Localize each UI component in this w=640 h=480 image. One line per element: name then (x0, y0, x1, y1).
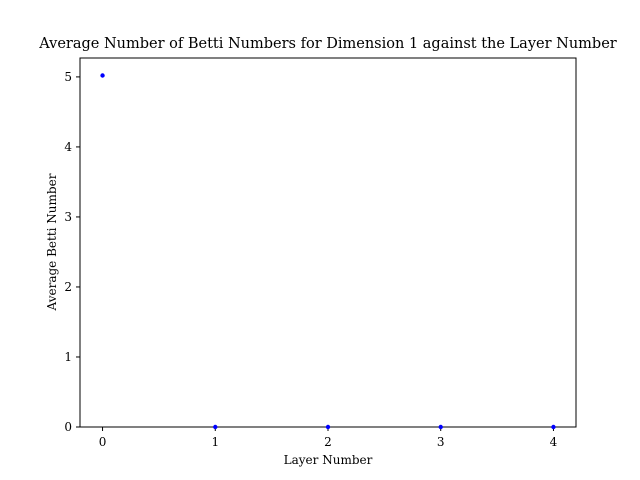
chart-title: Average Number of Betti Numbers for Dime… (38, 36, 617, 52)
y-axis: 0 1 2 3 4 5 (64, 70, 80, 434)
x-tick-label: 2 (324, 435, 332, 449)
plot-area (79, 57, 577, 428)
y-tick-label: 4 (64, 140, 72, 154)
data-point (551, 424, 556, 430)
x-tick-label: 3 (437, 435, 445, 449)
x-tick-label: 0 (99, 435, 107, 449)
data-points (100, 73, 556, 430)
y-tick-label: 1 (64, 350, 72, 364)
y-tick-label: 2 (64, 280, 72, 294)
data-point (100, 73, 105, 78)
data-point (213, 424, 218, 430)
data-point (438, 424, 443, 430)
x-axis-label: Layer Number (284, 453, 373, 467)
y-tick-label: 0 (64, 420, 72, 434)
x-tick-label: 1 (211, 435, 219, 449)
x-axis: 0 1 2 3 4 (99, 427, 558, 449)
y-tick-label: 5 (64, 70, 72, 84)
y-tick-label: 3 (64, 210, 72, 224)
y-axis-label: Average Betti Number (45, 173, 59, 311)
data-point (325, 424, 331, 430)
x-tick-label: 4 (550, 435, 558, 449)
